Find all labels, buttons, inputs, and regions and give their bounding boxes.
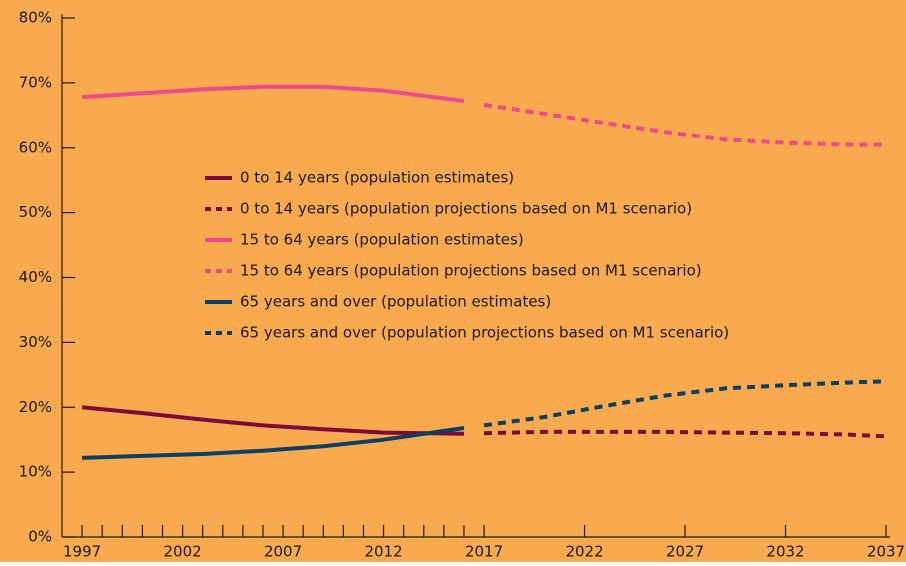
x-tick-label: 2037 [867,543,905,561]
x-tick-label: 1997 [63,543,101,561]
series-line [483,429,887,439]
series-line [483,379,887,428]
legend-label: 15 to 64 years (population estimates) [240,231,524,249]
y-tick-label: 10% [19,463,52,481]
x-tick-label: 2002 [163,543,201,561]
x-tick-label: 2032 [766,543,804,561]
legend-label: 0 to 14 years (population projections ba… [240,200,692,218]
legend-label: 65 years and over (population projection… [240,324,729,342]
legend-label: 65 years and over (population estimates) [240,293,551,311]
series-line [81,84,465,103]
series-line [82,426,465,460]
y-tick-label: 20% [19,398,52,416]
y-tick-label: 50% [19,203,52,221]
x-tick-label: 2012 [364,543,402,561]
x-tick-label: 2027 [666,543,704,561]
y-tick-label: 70% [19,73,52,91]
x-tick-label: 2007 [264,543,302,561]
legend-label: 0 to 14 years (population estimates) [240,169,514,187]
y-tick-label: 30% [19,333,52,351]
legend-label: 15 to 64 years (population projections b… [240,262,702,280]
series-line [483,102,886,147]
x-tick-label: 2017 [465,543,503,561]
y-tick-label: 80% [19,9,52,27]
x-tick-label: 2022 [565,543,603,561]
series-line [81,405,465,436]
y-tick-label: 60% [19,138,52,156]
y-tick-label: 40% [19,268,52,286]
y-tick-label: 0% [28,528,52,546]
